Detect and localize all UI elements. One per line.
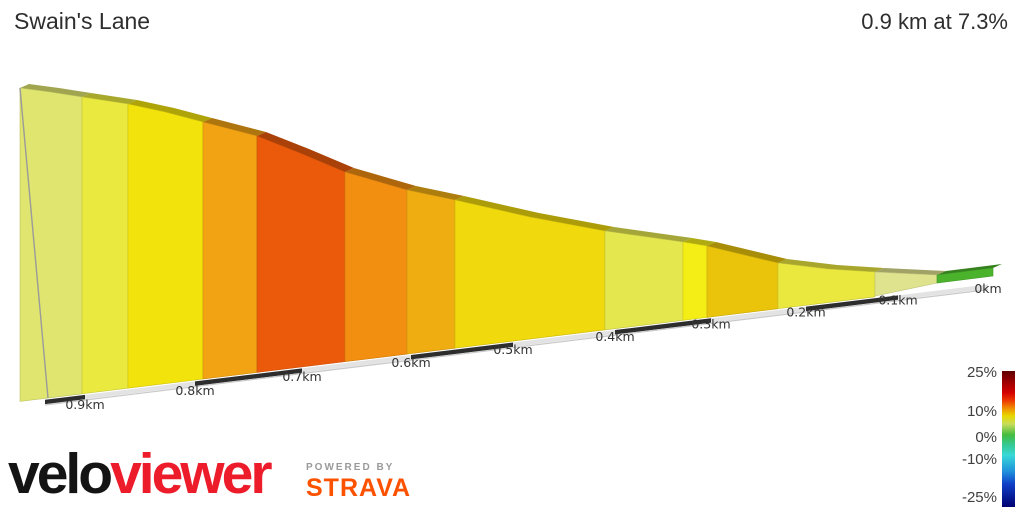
- powered-by-label: POWERED BY: [306, 462, 395, 473]
- x-axis-stripe: [513, 330, 615, 347]
- segment-top-face: [20, 84, 91, 97]
- segment-top-face: [203, 118, 266, 136]
- segment-stats: 0.9 km at 7.3%: [861, 9, 1008, 34]
- strava-logo: STRAVA: [306, 474, 412, 502]
- gradient-segment[interactable]: [936, 267, 994, 284]
- gradient-segment[interactable]: [81, 96, 129, 395]
- x-axis-stripe: [195, 368, 302, 386]
- segment-top-face: [345, 168, 416, 190]
- segment-top-face: [605, 227, 692, 242]
- x-axis-tick-label: 0.4km: [595, 329, 634, 344]
- x-axis-tick-label: 0.3km: [691, 317, 730, 332]
- x-axis-stripe: [45, 394, 85, 405]
- gradient-segment[interactable]: [127, 103, 204, 389]
- segment-top-face: [407, 186, 464, 200]
- legend-tick-label: -25%: [961, 489, 997, 506]
- profile-left-edge: [19, 87, 49, 399]
- segment-top-face: [82, 93, 137, 104]
- legend-tick-label: 25%: [966, 364, 997, 381]
- gradient-segment[interactable]: [406, 189, 456, 355]
- segment-top-face: [257, 132, 354, 172]
- x-axis-tick-label: 0.9km: [65, 397, 104, 412]
- x-axis-tick-label: 0.2km: [786, 304, 825, 319]
- segment-top-face: [683, 238, 716, 246]
- gradient-segment[interactable]: [604, 230, 684, 331]
- x-axis-tick-label: 0.8km: [175, 383, 214, 398]
- legend-tick-label: -10%: [961, 451, 997, 468]
- veloviewer-logo-viewer: viewer: [110, 442, 272, 506]
- x-axis-stripe: [615, 318, 711, 335]
- x-axis-stripe: [711, 306, 806, 323]
- segment-top-face: [707, 242, 787, 263]
- x-axis-stripe: [302, 354, 411, 373]
- gradient-segment[interactable]: [682, 241, 708, 321]
- page-title: Swain's Lane: [14, 8, 151, 34]
- gradient-segment[interactable]: [19, 87, 83, 402]
- veloviewer-logo[interactable]: veloviewer: [8, 446, 273, 503]
- x-axis-tick-label: 0.5km: [493, 342, 532, 357]
- x-axis-tick-label: 0.6km: [391, 355, 430, 370]
- gradient-legend-labels: 25% 10% 0% -10% -25%: [901, 0, 997, 512]
- x-axis-tick-label: 0.1km: [878, 293, 917, 308]
- powered-by-strava[interactable]: POWERED BY STRAVA: [306, 463, 411, 501]
- x-axis-stripe: [85, 381, 195, 400]
- segment-top-face: [875, 268, 946, 275]
- segment-top-face: [455, 196, 614, 231]
- gradient-legend-bar: [1002, 371, 1015, 507]
- x-axis-stripe: [411, 342, 513, 360]
- segment-top-face: [937, 264, 1002, 275]
- gradient-segment[interactable]: [202, 121, 258, 380]
- x-axis-shadow-line: [44, 289, 989, 406]
- segment-top-face: [128, 100, 212, 122]
- x-axis-tick-label: 0km: [974, 281, 1001, 296]
- legend-tick-label: 10%: [966, 403, 997, 420]
- legend-tick-label: 0%: [975, 429, 997, 446]
- segment-top-face: [778, 259, 884, 272]
- x-axis-tick-label: 0.7km: [282, 369, 321, 384]
- gradient-segment[interactable]: [344, 171, 408, 363]
- gradient-segment[interactable]: [256, 135, 346, 373]
- x-axis-stripe: [898, 284, 988, 300]
- veloviewer-logo-velo: velo: [8, 442, 113, 506]
- x-axis-stripe: [806, 295, 898, 312]
